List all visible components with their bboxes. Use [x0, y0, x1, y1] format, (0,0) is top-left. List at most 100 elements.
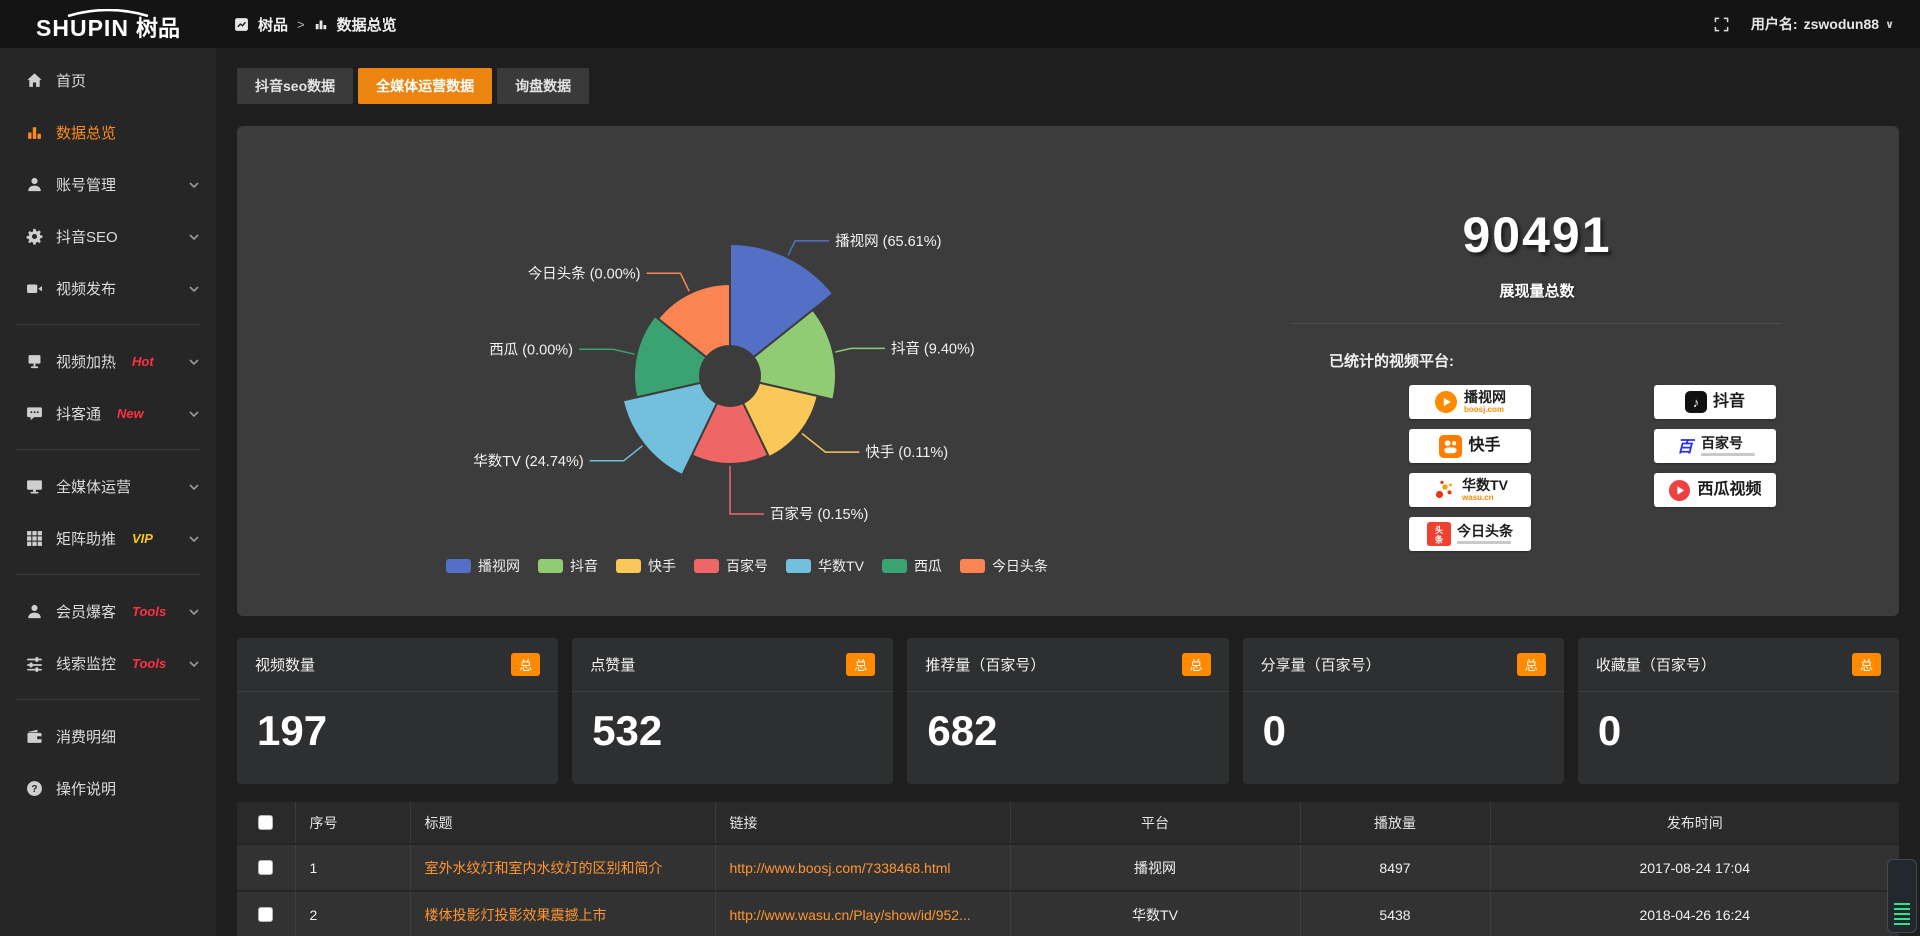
- video-title-link[interactable]: 室外水纹灯和室内水纹灯的区别和简介: [424, 859, 663, 876]
- legend-item-今日头条[interactable]: 今日头条: [959, 556, 1048, 576]
- legend-item-华数TV[interactable]: 华数TV: [786, 556, 864, 576]
- floating-assist-widget[interactable]: [1887, 859, 1917, 933]
- legend-item-百家号[interactable]: 百家号: [694, 556, 768, 576]
- stat-card-3: 分享量（百家号） 总 0: [1242, 638, 1564, 785]
- sidebar-item-video-publish[interactable]: 视频发布: [0, 262, 216, 314]
- wallet-icon: [26, 728, 43, 745]
- svg-text:条: 条: [1434, 534, 1444, 544]
- total-badge[interactable]: 总: [511, 653, 541, 676]
- legend-item-快手[interactable]: 快手: [616, 556, 676, 576]
- pie-label-抖音: 抖音 (9.40%): [891, 340, 975, 357]
- pie-slice-今日头条[interactable]: [656, 282, 731, 359]
- douyin-logo-icon: ♪: [1684, 391, 1707, 413]
- monitor-icon: [26, 478, 43, 495]
- breadcrumb-root[interactable]: 树品: [258, 16, 289, 34]
- row-checkbox[interactable]: [258, 860, 274, 876]
- sidebar-item-label: 抖音SEO: [56, 228, 118, 246]
- total-badge[interactable]: 总: [1852, 653, 1882, 676]
- legend-item-抖音[interactable]: 抖音: [538, 556, 598, 576]
- chevron-down-icon: [188, 657, 200, 669]
- legend-swatch: [538, 559, 564, 573]
- pie-slice-西瓜[interactable]: [632, 314, 708, 399]
- platform-logo-column: ♪ 抖音百百家号 西瓜视频: [1654, 385, 1776, 551]
- total-badge[interactable]: 总: [846, 653, 876, 676]
- sidebar-divider: [16, 574, 200, 575]
- stat-card-title: 收藏量（百家号）: [1595, 657, 1716, 674]
- sidebar-item-video-heating[interactable]: 视频加热 Hot: [0, 335, 216, 387]
- pie-slice-快手[interactable]: [741, 381, 819, 459]
- sidebar-nav: 首页 数据总览 账号管理抖音SEO 视频发布视频加热 Hot 抖客通 New 全媒体运营矩阵助…: [0, 48, 216, 936]
- sidebar-item-matrix-boost[interactable]: 矩阵助推 VIP: [0, 512, 216, 564]
- stat-card-1: 点赞量 总 532: [572, 638, 894, 785]
- user-menu[interactable]: 用户名: zswodun88 ∨: [1751, 14, 1894, 34]
- sidebar-item-account-management[interactable]: 账号管理: [0, 158, 216, 210]
- tab-inquiry-data[interactable]: 询盘数据: [497, 68, 590, 104]
- xigua-logo-icon: [1668, 479, 1691, 502]
- stat-card-header: 收藏量（百家号） 总: [1577, 638, 1900, 692]
- pie-slice-抖音[interactable]: [752, 308, 837, 401]
- sidebar-item-media-operation[interactable]: 全媒体运营: [0, 460, 216, 512]
- legend-swatch: [694, 559, 720, 573]
- sidebar-item-data-overview[interactable]: 数据总览: [0, 106, 216, 158]
- platform-name: 抖音: [1712, 393, 1745, 410]
- sidebar-divider: [16, 324, 200, 325]
- fullscreen-button[interactable]: [1714, 17, 1729, 32]
- platform-name: 快手: [1468, 437, 1501, 454]
- legend-item-播视网[interactable]: 播视网: [446, 556, 520, 576]
- sidebar-item-home[interactable]: 首页: [0, 54, 216, 106]
- col-header-3: 平台: [1009, 802, 1300, 845]
- sidebar-item-label: 会员爆客: [56, 603, 117, 621]
- stat-card-4: 收藏量（百家号） 总 0: [1577, 638, 1900, 785]
- pie-label-百家号: 百家号 (0.15%): [770, 506, 868, 523]
- tab-media-operation-data[interactable]: 全媒体运营数据: [358, 68, 493, 104]
- sidebar-item-douyin-seo[interactable]: 抖音SEO: [0, 210, 216, 262]
- rose-pie-svg: 播视网 (65.61%) 抖音 (9.40%) 快手 (0.11%) 百家号 (0.1…: [473, 233, 975, 523]
- pie-slice-播视网[interactable]: [729, 242, 835, 359]
- video-url-link[interactable]: http://www.boosj.com/7338468.html: [729, 859, 951, 876]
- username-label: 用户名:: [1750, 16, 1798, 32]
- username-value: zswodun88: [1803, 16, 1880, 32]
- legend-item-西瓜[interactable]: 西瓜: [881, 556, 942, 576]
- breadcrumb-current-icon: [314, 17, 328, 31]
- video-url-link[interactable]: http://www.wasu.cn/Play/show/id/952...: [729, 906, 971, 923]
- tab-douyin-seo-data[interactable]: 抖音seo数据: [237, 68, 354, 104]
- platform-logo-toutiao: 头条今日头条: [1409, 517, 1531, 551]
- legend-label: 今日头条: [991, 558, 1048, 574]
- pie-label-今日头条: 今日头条 (0.00%): [528, 265, 641, 282]
- total-badge[interactable]: 总: [1181, 653, 1211, 676]
- chevron-down-icon: [188, 480, 200, 492]
- kuaishou-logo-icon: [1439, 434, 1463, 458]
- rose-pie-chart: 播视网 (65.61%) 抖音 (9.40%) 快手 (0.11%) 百家号 (0.1…: [237, 126, 1257, 616]
- pie-label-西瓜: 西瓜 (0.00%): [489, 342, 573, 358]
- video-title-link[interactable]: 楼体投影灯投影效果震撼上市: [424, 906, 607, 923]
- platform-logo-xigua: 西瓜视频: [1654, 473, 1776, 507]
- chevron-down-icon: [188, 178, 200, 190]
- chevron-down-icon: [188, 355, 200, 367]
- pie-leader-line: [801, 432, 860, 453]
- sidebar-item-label: 视频发布: [56, 280, 117, 298]
- sidebar-item-clue-monitor[interactable]: 线索监控 Tools: [0, 637, 216, 689]
- sidebar-item-consumption-detail[interactable]: 消费明细: [0, 710, 216, 762]
- platforms-label: 已统计的视频平台:: [1329, 353, 1454, 370]
- stat-card-value: 197: [257, 707, 328, 754]
- legend-swatch: [959, 559, 985, 573]
- sidebar-item-operation-guide[interactable]: ? 操作说明: [0, 762, 216, 814]
- cell-plays: 5438: [1299, 890, 1490, 936]
- legend-swatch: [446, 559, 472, 573]
- row-checkbox[interactable]: [258, 907, 274, 923]
- video-icon: [26, 280, 43, 297]
- select-all-checkbox[interactable]: [258, 815, 274, 831]
- main-content: 抖音seo数据 全媒体运营数据 询盘数据 播视网 (65.61%) 抖音 (9.40%…: [216, 48, 1920, 936]
- sidebar-item-member-baoke[interactable]: 会员爆客 Tools: [0, 585, 216, 637]
- chevron-down-icon: [188, 407, 200, 419]
- sidebar-item-doukertong[interactable]: 抖客通 New: [0, 387, 216, 439]
- badge-vip: VIP: [132, 530, 153, 546]
- svg-text:?: ?: [31, 784, 37, 795]
- chevron-down-icon: [188, 605, 200, 617]
- sidebar-item-label: 全媒体运营: [56, 478, 132, 496]
- pie-slice-百家号[interactable]: [690, 401, 770, 465]
- pie-leader-line: [787, 240, 830, 256]
- breadcrumb-root-icon: [234, 17, 249, 32]
- total-badge[interactable]: 总: [1516, 653, 1546, 676]
- pie-slice-华数TV[interactable]: [621, 381, 719, 477]
